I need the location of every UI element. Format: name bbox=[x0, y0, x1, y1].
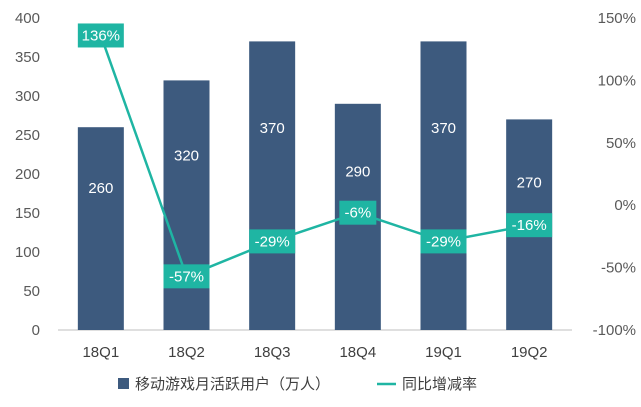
rate-label-box bbox=[420, 229, 467, 254]
bar bbox=[163, 80, 210, 331]
bar bbox=[77, 127, 124, 330]
bar bbox=[420, 41, 467, 331]
rate-label-box bbox=[249, 229, 296, 254]
rate-label-box bbox=[163, 264, 210, 289]
left-tick-label: 300 bbox=[15, 88, 40, 105]
rate-label: -29% bbox=[420, 229, 467, 254]
left-tick-label: 50 bbox=[23, 283, 40, 300]
rate-label-text: -16% bbox=[512, 217, 547, 234]
category-label: 18Q4 bbox=[339, 344, 376, 361]
legend-line-label: 同比增减率 bbox=[402, 375, 477, 393]
left-tick-label: 0 bbox=[32, 322, 40, 339]
right-tick-label: 150% bbox=[598, 10, 636, 27]
category-label: 18Q1 bbox=[82, 344, 119, 361]
left-tick-label: 400 bbox=[15, 10, 40, 27]
right-tick-label: 0% bbox=[614, 197, 636, 214]
rate-label: 136% bbox=[77, 23, 124, 48]
right-tick-label: 100% bbox=[598, 72, 636, 89]
rate-label-box bbox=[506, 213, 553, 238]
rate-label-text: -29% bbox=[255, 233, 290, 250]
bar-value-label: 260 bbox=[88, 180, 113, 197]
rate-label-text: 136% bbox=[82, 27, 120, 44]
rate-label-text: -29% bbox=[426, 233, 461, 250]
rate-value-labels: 136% -57% -29% -6% -29% -16% bbox=[77, 23, 553, 289]
rate-label-text: -6% bbox=[344, 205, 371, 222]
bar-value-labels: 260 320 370 290 370 270 bbox=[88, 120, 541, 197]
right-tick-label: -50% bbox=[601, 260, 636, 277]
bar-value-label: 290 bbox=[345, 164, 370, 181]
legend-bar-label: 移动游戏月活跃用户（万人） bbox=[135, 375, 330, 393]
left-tick-label: 100 bbox=[15, 244, 40, 261]
right-tick-label: -100% bbox=[593, 322, 636, 339]
bar-value-label: 370 bbox=[260, 120, 285, 137]
rate-label: -29% bbox=[249, 229, 296, 254]
left-tick-label: 250 bbox=[15, 127, 40, 144]
left-tick-label: 200 bbox=[15, 166, 40, 183]
rate-label: -57% bbox=[163, 264, 210, 289]
rate-label-box bbox=[77, 23, 124, 48]
category-label: 18Q3 bbox=[254, 344, 291, 361]
rate-label-text: -57% bbox=[169, 268, 204, 285]
category-labels: 18Q1 18Q2 18Q3 18Q4 19Q1 19Q2 bbox=[82, 344, 547, 361]
bar-series bbox=[77, 41, 553, 331]
right-axis-ticks: -100% -50% 0% 50% 100% 150% bbox=[593, 10, 636, 339]
bar-value-label: 320 bbox=[174, 147, 199, 164]
rate-label: -6% bbox=[339, 200, 377, 225]
left-axis-ticks: 0 50 100 150 200 250 300 350 400 bbox=[15, 10, 40, 339]
category-label: 19Q1 bbox=[425, 344, 462, 361]
left-tick-label: 350 bbox=[15, 49, 40, 66]
bar-value-label: 370 bbox=[431, 120, 456, 137]
bar-value-label: 270 bbox=[517, 175, 542, 192]
category-label: 18Q2 bbox=[168, 344, 205, 361]
left-tick-label: 150 bbox=[15, 205, 40, 222]
right-tick-label: 50% bbox=[606, 135, 636, 152]
rate-label-box bbox=[339, 200, 377, 225]
legend-bar-swatch bbox=[118, 378, 129, 389]
legend: 移动游戏月活跃用户（万人） 同比增减率 bbox=[118, 375, 477, 393]
category-label: 19Q2 bbox=[511, 344, 548, 361]
bar bbox=[249, 41, 296, 331]
rate-label: -16% bbox=[506, 213, 553, 238]
